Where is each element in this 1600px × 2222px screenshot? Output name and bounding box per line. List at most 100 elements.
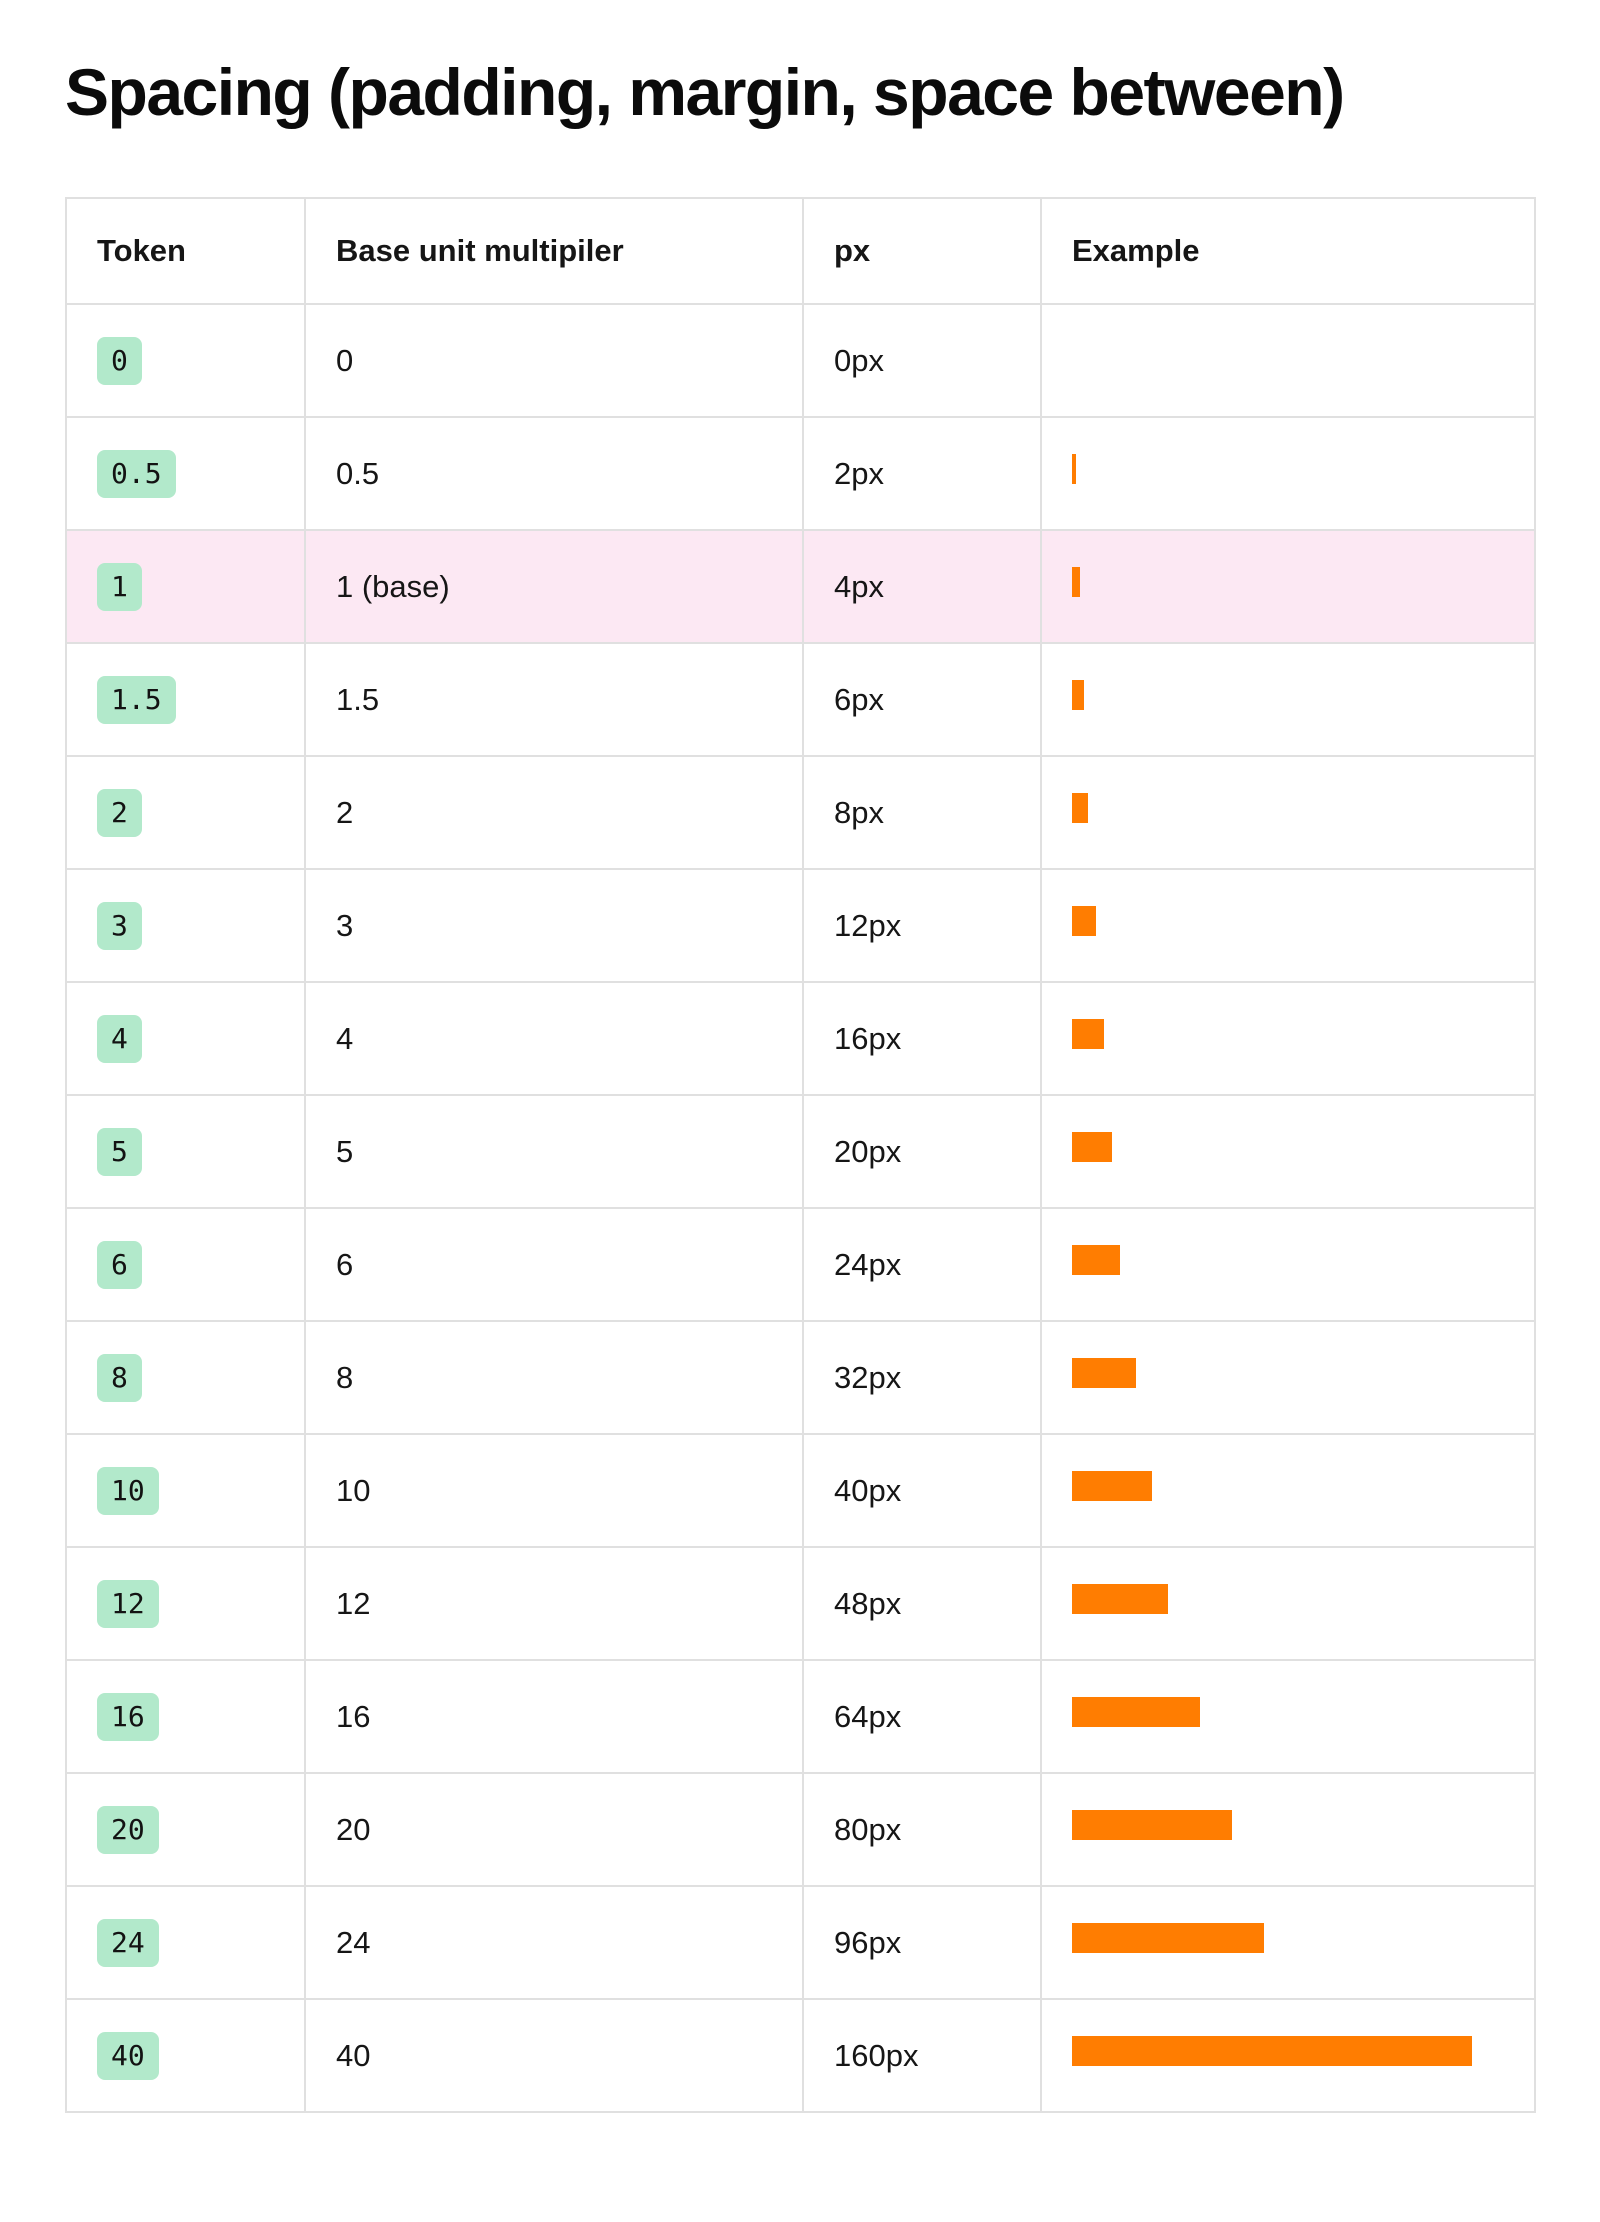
example-cell (1040, 1546, 1536, 1662)
token-cell: 6 (65, 1207, 306, 1323)
px-value: 20px (834, 1133, 902, 1169)
token-badge: 10 (97, 1466, 159, 1515)
column-header-example: Example (1040, 197, 1536, 306)
multiplier-cell: 8 (304, 1320, 804, 1436)
multiplier-value: 6 (336, 1246, 354, 1282)
table-row: 3 3 12px (65, 868, 1536, 984)
px-value: 4px (834, 568, 884, 604)
example-cell (1040, 755, 1536, 871)
table-row: 8 8 32px (65, 1320, 1536, 1436)
px-cell: 16px (802, 981, 1042, 1097)
token-cell: 20 (65, 1772, 306, 1888)
example-cell (1040, 1094, 1536, 1210)
spacing-example-bar (1072, 1131, 1112, 1162)
spacing-example-bar (1072, 1922, 1264, 1953)
token-badge: 12 (97, 1579, 159, 1628)
token-badge: 3 (97, 901, 142, 950)
spacing-docs-page: Spacing (padding, margin, space between)… (0, 55, 1600, 2114)
px-value: 48px (834, 1585, 902, 1621)
multiplier-value: 24 (336, 1924, 371, 1960)
token-badge: 40 (97, 2031, 159, 2080)
token-cell: 0 (65, 303, 306, 419)
table-header-row: Token Base unit multipiler px Example (65, 197, 1536, 306)
token-cell: 0.5 (65, 416, 306, 532)
multiplier-cell: 40 (304, 1998, 804, 2114)
example-cell (1040, 1659, 1536, 1775)
token-cell: 5 (65, 1094, 306, 1210)
multiplier-cell: 3 (304, 868, 804, 984)
multiplier-cell: 1 (base) (304, 529, 804, 645)
spacing-example-bar (1072, 566, 1080, 597)
spacing-example-bar (1072, 2035, 1472, 2066)
multiplier-value: 1 (base) (336, 568, 450, 604)
px-value: 80px (834, 1811, 902, 1847)
token-badge: 1 (97, 562, 142, 611)
token-cell: 10 (65, 1433, 306, 1549)
multiplier-value: 4 (336, 1020, 354, 1056)
multiplier-value: 0.5 (336, 455, 380, 491)
table-row: 1.5 1.5 6px (65, 642, 1536, 758)
token-badge: 1.5 (97, 675, 176, 724)
spacing-example-bar (1072, 905, 1096, 936)
table-row: 2 2 8px (65, 755, 1536, 871)
spacing-example-bar (1072, 453, 1076, 484)
multiplier-value: 20 (336, 1811, 371, 1847)
multiplier-value: 2 (336, 794, 354, 830)
token-badge: 16 (97, 1692, 159, 1741)
example-cell (1040, 642, 1536, 758)
token-cell: 3 (65, 868, 306, 984)
example-cell (1040, 1885, 1536, 2001)
token-cell: 12 (65, 1546, 306, 1662)
multiplier-value: 1.5 (336, 681, 380, 717)
multiplier-cell: 10 (304, 1433, 804, 1549)
column-header-px: px (802, 197, 1042, 306)
px-cell: 24px (802, 1207, 1042, 1323)
px-cell: 4px (802, 529, 1042, 645)
page-title: Spacing (padding, margin, space between) (65, 55, 1345, 129)
token-cell: 2 (65, 755, 306, 871)
spacing-example-bar (1072, 1470, 1152, 1501)
px-value: 2px (834, 455, 884, 491)
px-cell: 6px (802, 642, 1042, 758)
table-row: 0.5 0.5 2px (65, 416, 1536, 532)
token-cell: 24 (65, 1885, 306, 2001)
multiplier-cell: 20 (304, 1772, 804, 1888)
table-row: 16 16 64px (65, 1659, 1536, 1775)
spacing-example-bar (1072, 1583, 1168, 1614)
example-cell (1040, 981, 1536, 1097)
multiplier-value: 3 (336, 907, 354, 943)
px-cell: 20px (802, 1094, 1042, 1210)
table-row: 20 20 80px (65, 1772, 1536, 1888)
token-cell: 1.5 (65, 642, 306, 758)
token-cell: 1 (65, 529, 306, 645)
token-cell: 40 (65, 1998, 306, 2114)
multiplier-cell: 0.5 (304, 416, 804, 532)
multiplier-value: 40 (336, 2037, 371, 2073)
px-value: 12px (834, 907, 902, 943)
multiplier-cell: 1.5 (304, 642, 804, 758)
px-cell: 32px (802, 1320, 1042, 1436)
px-value: 96px (834, 1924, 902, 1960)
multiplier-value: 10 (336, 1472, 371, 1508)
token-badge: 5 (97, 1127, 142, 1176)
table-row: 6 6 24px (65, 1207, 1536, 1323)
px-value: 6px (834, 681, 884, 717)
spacing-example-bar (1072, 1696, 1200, 1727)
multiplier-cell: 12 (304, 1546, 804, 1662)
token-badge: 2 (97, 788, 142, 837)
px-value: 160px (834, 2037, 919, 2073)
example-cell (1040, 868, 1536, 984)
spacing-example-bar (1072, 1018, 1104, 1049)
token-cell: 4 (65, 981, 306, 1097)
px-cell: 8px (802, 755, 1042, 871)
column-header-multiplier: Base unit multipiler (304, 197, 804, 306)
token-badge: 6 (97, 1240, 142, 1289)
token-cell: 16 (65, 1659, 306, 1775)
table-row: 40 40 160px (65, 1998, 1536, 2114)
multiplier-cell: 6 (304, 1207, 804, 1323)
px-cell: 0px (802, 303, 1042, 419)
table-body: 0 0 0px 0.5 0.5 2px 1 1 (base) 4 (65, 303, 1536, 2114)
example-cell (1040, 1207, 1536, 1323)
px-cell: 40px (802, 1433, 1042, 1549)
token-cell: 8 (65, 1320, 306, 1436)
